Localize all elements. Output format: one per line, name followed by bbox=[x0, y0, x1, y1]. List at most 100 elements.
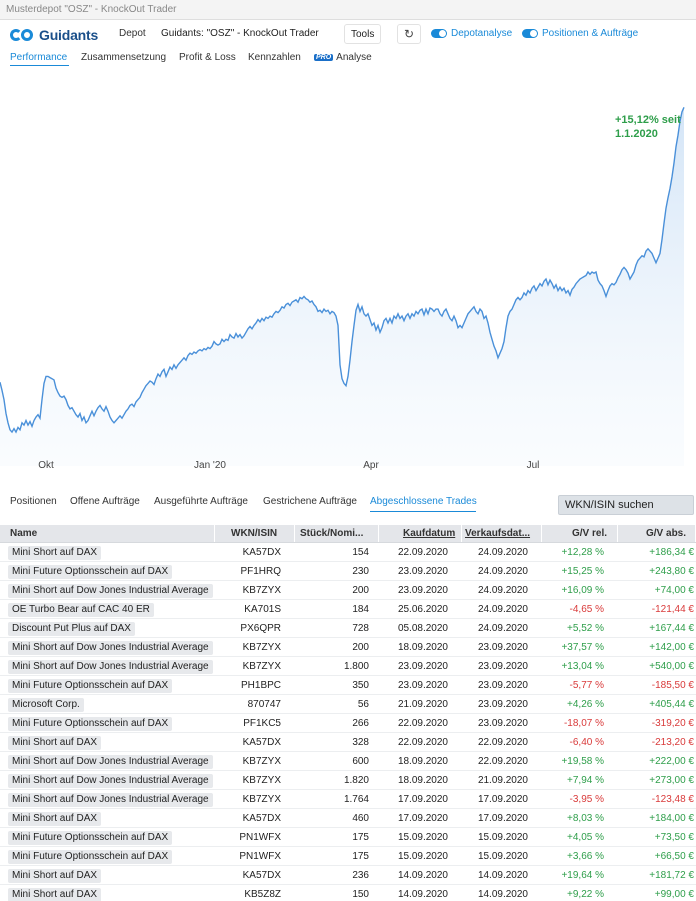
cell-name[interactable]: Mini Future Optionsschein auf DAX bbox=[0, 847, 215, 865]
table-row[interactable]: Discount Put Plus auf DAX PX6QPR 728 05.08.… bbox=[0, 619, 696, 638]
instrument-name-link[interactable]: Mini Short auf Dow Jones Industrial Aver… bbox=[8, 755, 213, 769]
table-row[interactable]: Mini Future Optionsschein auf DAX PH1BPC 3… bbox=[0, 676, 696, 695]
table-row[interactable]: Mini Short auf DAX KA57DX 154 22.09.2020 24.… bbox=[0, 543, 696, 562]
cell-name[interactable]: Mini Future Optionsschein auf DAX bbox=[0, 562, 215, 580]
table-row[interactable]: Mini Short auf Dow Jones Industrial Aver… bbox=[0, 581, 696, 600]
tab-pro-analyse[interactable]: PRO Analyse bbox=[314, 52, 372, 63]
table-row[interactable]: Microsoft Corp. 870747 56 21.09.2020 23.09.2… bbox=[0, 695, 696, 714]
toggle-positionen-auftraege[interactable]: Positionen & Aufträge bbox=[522, 28, 638, 39]
cell-name[interactable]: Mini Short auf Dow Jones Industrial Aver… bbox=[0, 771, 215, 789]
cell-name[interactable]: Mini Short auf Dow Jones Industrial Aver… bbox=[0, 752, 215, 770]
depot-label: Depot bbox=[119, 28, 146, 39]
table-row[interactable]: Mini Short auf Dow Jones Industrial Aver… bbox=[0, 657, 696, 676]
col-header-name[interactable]: Name bbox=[0, 525, 215, 542]
instrument-name-link[interactable]: Discount Put Plus auf DAX bbox=[8, 622, 135, 636]
instrument-name-link[interactable]: Mini Short auf DAX bbox=[8, 888, 102, 901]
instrument-name-link[interactable]: Mini Short auf DAX bbox=[8, 869, 102, 883]
instrument-name-link[interactable]: Mini Future Optionsschein auf DAX bbox=[8, 850, 173, 864]
instrument-name-link[interactable]: Mini Short auf Dow Jones Industrial Aver… bbox=[8, 793, 213, 807]
col-header-gv-abs[interactable]: G/V abs. bbox=[618, 525, 696, 542]
guidants-logo[interactable]: Guidants bbox=[10, 26, 98, 44]
cell-name[interactable]: Mini Future Optionsschein auf DAX bbox=[0, 828, 215, 846]
cell-verkaufsdatum: 14.09.2020 bbox=[477, 870, 528, 881]
instrument-name-link[interactable]: Mini Future Optionsschein auf DAX bbox=[8, 565, 173, 579]
refresh-button[interactable]: ↻ bbox=[397, 24, 421, 44]
tab-profit-loss[interactable]: Profit & Loss bbox=[179, 52, 236, 63]
table-row[interactable]: Mini Short auf Dow Jones Industrial Aver… bbox=[0, 790, 696, 809]
instrument-name-link[interactable]: Microsoft Corp. bbox=[8, 698, 84, 712]
col-header-wkn[interactable]: WKN/ISIN bbox=[215, 525, 295, 542]
cell-gv-rel: +4,26 % bbox=[567, 699, 604, 710]
instrument-name-link[interactable]: Mini Future Optionsschein auf DAX bbox=[8, 717, 173, 731]
cell-name[interactable]: Mini Short auf DAX bbox=[0, 543, 215, 561]
cell-name[interactable]: Mini Short auf DAX bbox=[0, 809, 215, 827]
instrument-name-link[interactable]: Mini Short auf Dow Jones Industrial Aver… bbox=[8, 660, 213, 674]
tab-ausgefuehrte-auftraege[interactable]: Ausgeführte Aufträge bbox=[154, 496, 248, 507]
table-row[interactable]: Mini Future Optionsschein auf DAX PF1KC5 2… bbox=[0, 714, 696, 733]
table-row[interactable]: Mini Short auf Dow Jones Industrial Aver… bbox=[0, 752, 696, 771]
tab-offene-auftraege[interactable]: Offene Aufträge bbox=[70, 496, 140, 507]
table-row[interactable]: Mini Future Optionsschein auf DAX PN1WFX 1… bbox=[0, 828, 696, 847]
cell-name[interactable]: Mini Short auf Dow Jones Industrial Aver… bbox=[0, 638, 215, 656]
cell-gv-abs: -185,50 € bbox=[651, 680, 694, 691]
instrument-name-link[interactable]: Mini Short auf Dow Jones Industrial Aver… bbox=[8, 584, 213, 598]
cell-verkaufsdatum: 23.09.2020 bbox=[477, 718, 528, 729]
cell-wkn: KA701S bbox=[244, 604, 281, 615]
cell-qty: 600 bbox=[352, 756, 369, 767]
instrument-name-link[interactable]: OE Turbo Bear auf CAC 40 ER bbox=[8, 603, 154, 617]
performance-area bbox=[0, 107, 684, 467]
toggle-depotanalyse[interactable]: Depotanalyse bbox=[431, 28, 512, 39]
cell-wkn: KA57DX bbox=[242, 737, 281, 748]
instrument-name-link[interactable]: Mini Short auf Dow Jones Industrial Aver… bbox=[8, 641, 213, 655]
active-tab-underline bbox=[370, 511, 476, 512]
table-row[interactable]: Mini Short auf DAX KA57DX 236 14.09.2020 14.… bbox=[0, 866, 696, 885]
col-header-kaufdatum[interactable]: Kaufdatum bbox=[379, 525, 462, 542]
tab-kennzahlen[interactable]: Kennzahlen bbox=[248, 52, 301, 63]
cell-kaufdatum: 17.09.2020 bbox=[397, 813, 448, 824]
cell-kaufdatum: 25.06.2020 bbox=[397, 604, 448, 615]
cell-qty: 728 bbox=[352, 623, 369, 634]
col-header-qty[interactable]: Stück/Nomi... bbox=[295, 525, 379, 542]
tab-gestrichene-auftraege[interactable]: Gestrichene Aufträge bbox=[263, 496, 357, 507]
cell-name[interactable]: Mini Short auf Dow Jones Industrial Aver… bbox=[0, 581, 215, 599]
table-row[interactable]: Mini Short auf DAX KA57DX 460 17.09.2020 17.… bbox=[0, 809, 696, 828]
instrument-name-link[interactable]: Mini Future Optionsschein auf DAX bbox=[8, 831, 173, 845]
cell-kaufdatum: 22.09.2020 bbox=[397, 547, 448, 558]
cell-verkaufsdatum: 24.09.2020 bbox=[477, 547, 528, 558]
cell-name[interactable]: Mini Short auf DAX bbox=[0, 885, 215, 901]
tools-button[interactable]: Tools bbox=[344, 24, 382, 44]
col-header-verkaufsdatum[interactable]: Verkaufsdat... bbox=[462, 525, 542, 542]
table-row[interactable]: Mini Short auf DAX KB5Z8Z 150 14.09.2020 14.… bbox=[0, 885, 696, 901]
cell-name[interactable]: Mini Short auf Dow Jones Industrial Aver… bbox=[0, 790, 215, 808]
tab-positionen[interactable]: Positionen bbox=[10, 496, 57, 507]
cell-name[interactable]: Mini Future Optionsschein auf DAX bbox=[0, 676, 215, 694]
table-row[interactable]: Mini Future Optionsschein auf DAX PF1HRQ 2… bbox=[0, 562, 696, 581]
instrument-name-link[interactable]: Mini Short auf DAX bbox=[8, 736, 102, 750]
table-row[interactable]: Mini Short auf Dow Jones Industrial Aver… bbox=[0, 771, 696, 790]
depot-select[interactable]: Guidants: "OSZ" - KnockOut Trader bbox=[161, 28, 319, 39]
cell-wkn: PH1BPC bbox=[240, 680, 281, 691]
cell-name[interactable]: Discount Put Plus auf DAX bbox=[0, 619, 215, 637]
instrument-name-link[interactable]: Mini Short auf Dow Jones Industrial Aver… bbox=[8, 774, 213, 788]
instrument-name-link[interactable]: Mini Short auf DAX bbox=[8, 812, 102, 826]
table-row[interactable]: Mini Short auf DAX KA57DX 328 22.09.2020 22.… bbox=[0, 733, 696, 752]
wkn-isin-search-input[interactable]: WKN/ISIN suchen bbox=[558, 495, 694, 515]
col-header-gv-rel[interactable]: G/V rel. bbox=[542, 525, 618, 542]
tab-zusammensetzung[interactable]: Zusammensetzung bbox=[81, 52, 167, 63]
instrument-name-link[interactable]: Mini Short auf DAX bbox=[8, 546, 102, 560]
active-tab-underline bbox=[10, 65, 69, 66]
instrument-name-link[interactable]: Mini Future Optionsschein auf DAX bbox=[8, 679, 173, 693]
tab-performance[interactable]: Performance bbox=[10, 52, 68, 63]
cell-gv-abs: -123,48 € bbox=[651, 794, 694, 805]
performance-chart[interactable]: Okt Jan '20 Apr Jul +15,12% seit 1.1.202… bbox=[0, 68, 696, 478]
cell-name[interactable]: Mini Short auf DAX bbox=[0, 733, 215, 751]
cell-name[interactable]: Mini Future Optionsschein auf DAX bbox=[0, 714, 215, 732]
cell-name[interactable]: OE Turbo Bear auf CAC 40 ER bbox=[0, 600, 215, 618]
cell-name[interactable]: Mini Short auf DAX bbox=[0, 866, 215, 884]
table-row[interactable]: Mini Short auf Dow Jones Industrial Aver… bbox=[0, 638, 696, 657]
cell-name[interactable]: Mini Short auf Dow Jones Industrial Aver… bbox=[0, 657, 215, 675]
tab-abgeschlossene-trades[interactable]: Abgeschlossene Trades bbox=[370, 496, 477, 507]
table-row[interactable]: OE Turbo Bear auf CAC 40 ER KA701S 184 25.0… bbox=[0, 600, 696, 619]
table-row[interactable]: Mini Future Optionsschein auf DAX PN1WFX 1… bbox=[0, 847, 696, 866]
cell-name[interactable]: Microsoft Corp. bbox=[0, 695, 215, 713]
